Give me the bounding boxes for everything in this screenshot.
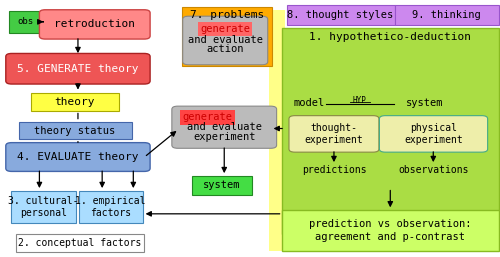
FancyBboxPatch shape (286, 5, 395, 25)
FancyBboxPatch shape (182, 7, 272, 66)
FancyBboxPatch shape (172, 106, 277, 148)
FancyBboxPatch shape (16, 234, 144, 252)
FancyBboxPatch shape (269, 10, 285, 251)
Text: 6.: 6. (188, 113, 200, 122)
FancyBboxPatch shape (380, 116, 488, 152)
FancyBboxPatch shape (192, 176, 252, 195)
Text: predictions: predictions (302, 165, 366, 175)
Text: obs: obs (17, 17, 33, 26)
Text: 4. EVALUATE theory: 4. EVALUATE theory (17, 152, 138, 162)
FancyBboxPatch shape (282, 210, 498, 251)
Text: model: model (293, 98, 324, 108)
Text: HYP: HYP (352, 96, 366, 105)
Text: experiment: experiment (193, 132, 256, 142)
FancyBboxPatch shape (18, 122, 132, 139)
FancyBboxPatch shape (6, 143, 150, 171)
Text: retroduction: retroduction (54, 20, 136, 29)
Text: observations: observations (398, 165, 468, 175)
FancyBboxPatch shape (182, 16, 268, 65)
Text: physical
experiment: physical experiment (404, 123, 462, 145)
FancyBboxPatch shape (79, 191, 142, 223)
Text: thought-
experiment: thought- experiment (304, 123, 364, 145)
Text: 1. empirical
factors: 1. empirical factors (76, 196, 146, 218)
Text: system: system (203, 180, 240, 190)
Text: generate: generate (200, 24, 250, 34)
Text: 2. conceptual factors: 2. conceptual factors (18, 238, 141, 248)
FancyBboxPatch shape (40, 10, 150, 39)
FancyBboxPatch shape (289, 116, 379, 152)
Text: 5. GENERATE theory: 5. GENERATE theory (17, 64, 138, 74)
FancyBboxPatch shape (6, 53, 150, 84)
FancyBboxPatch shape (30, 93, 119, 111)
Text: 9. thinking: 9. thinking (412, 10, 481, 20)
Text: 1. hypothetico-deduction: 1. hypothetico-deduction (310, 32, 472, 42)
Text: 3. cultural-
personal: 3. cultural- personal (8, 196, 78, 218)
Text: 8. thought styles: 8. thought styles (287, 10, 394, 20)
Text: and evaluate: and evaluate (186, 122, 262, 132)
Text: 7. problems: 7. problems (190, 11, 264, 20)
Text: theory status: theory status (34, 126, 116, 135)
Text: action: action (206, 44, 244, 54)
Text: theory: theory (54, 97, 94, 107)
FancyBboxPatch shape (282, 28, 498, 234)
Text: generate: generate (182, 113, 232, 122)
FancyBboxPatch shape (9, 11, 42, 33)
FancyBboxPatch shape (395, 5, 498, 25)
Text: and evaluate: and evaluate (188, 35, 262, 45)
Text: prediction vs observation:
agreement and p-contrast: prediction vs observation: agreement and… (309, 219, 472, 242)
Text: system: system (406, 98, 444, 108)
FancyBboxPatch shape (10, 191, 76, 223)
